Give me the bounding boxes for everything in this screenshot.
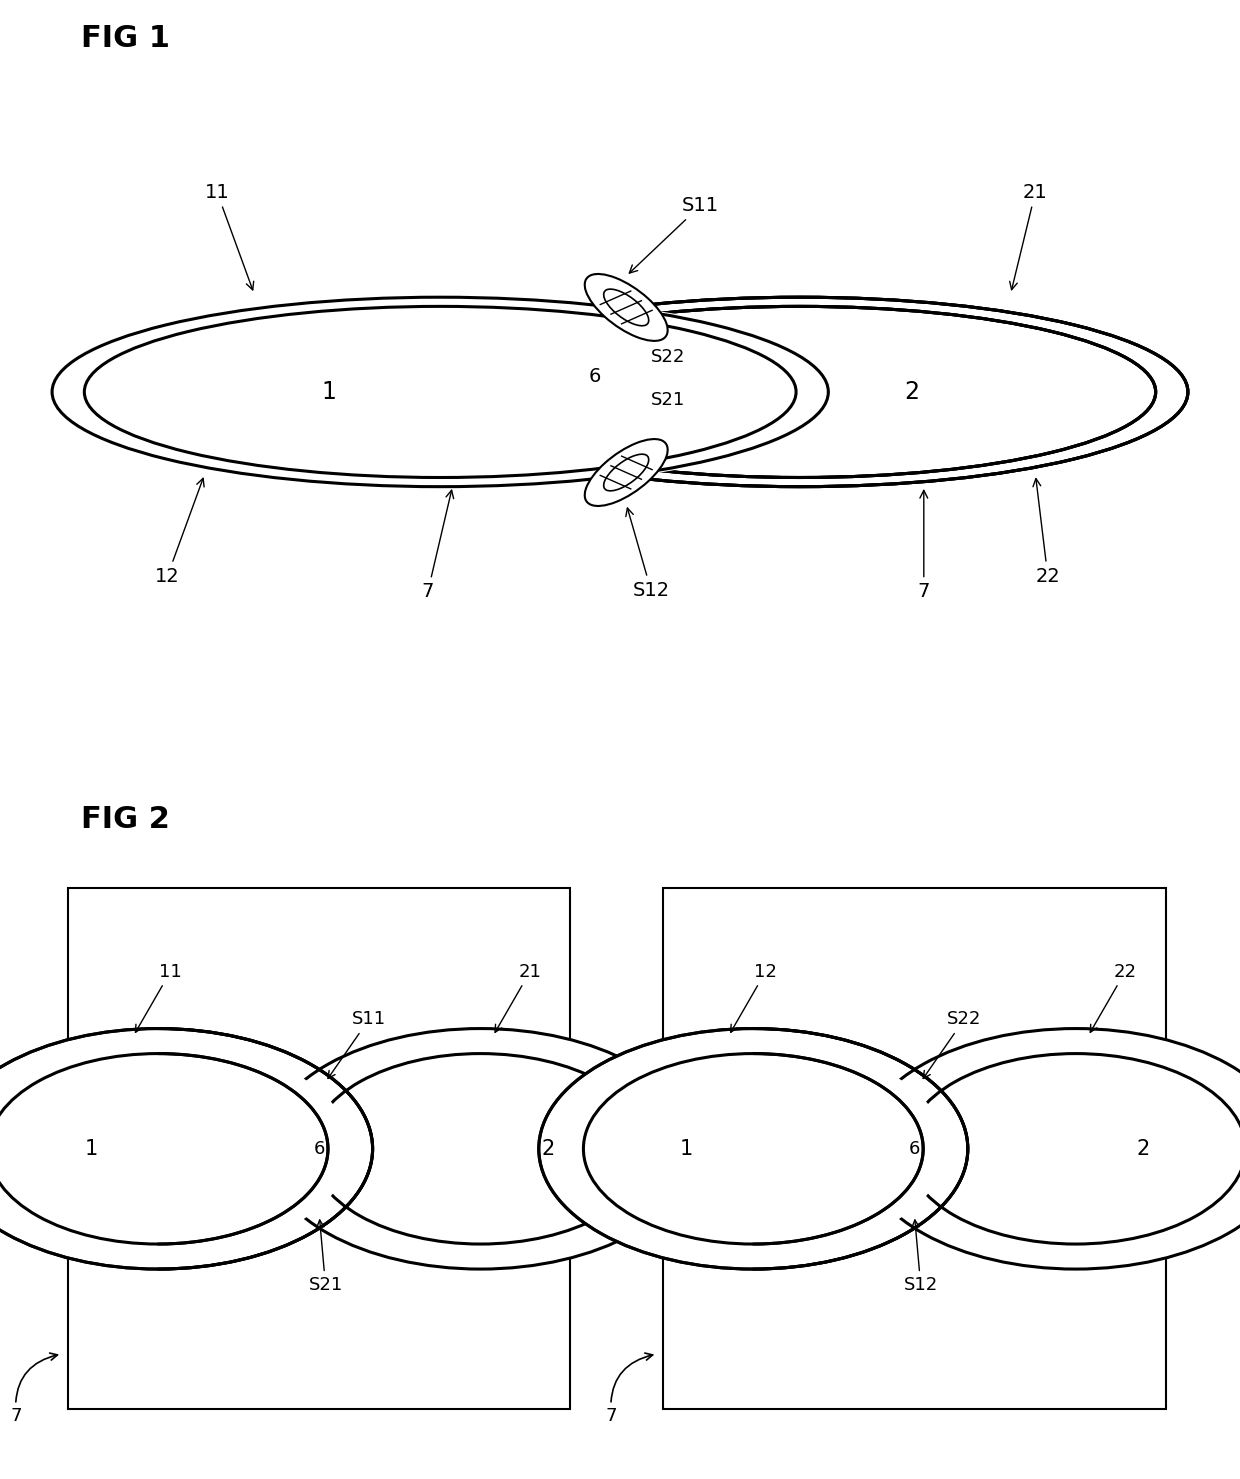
Text: 2: 2 [1136, 1139, 1149, 1160]
Text: FIG 2: FIG 2 [81, 805, 170, 834]
Text: 1: 1 [321, 380, 336, 404]
Text: 6: 6 [589, 367, 601, 386]
Ellipse shape [444, 306, 1156, 478]
Text: S12: S12 [904, 1220, 937, 1294]
Text: S11: S11 [327, 1010, 386, 1078]
Text: 1: 1 [84, 1139, 98, 1160]
Ellipse shape [52, 297, 828, 487]
Text: 7: 7 [605, 1353, 652, 1426]
Text: 22: 22 [1090, 963, 1137, 1032]
Circle shape [562, 1041, 945, 1257]
Circle shape [861, 1028, 1240, 1269]
Circle shape [0, 1028, 372, 1269]
Bar [663, 887, 1166, 1409]
Text: 7: 7 [10, 1353, 57, 1426]
Ellipse shape [50, 294, 831, 490]
Text: 11: 11 [205, 182, 254, 290]
Text: 12: 12 [155, 478, 205, 586]
Text: S12: S12 [626, 507, 670, 599]
Ellipse shape [412, 297, 1188, 487]
Bar [68, 887, 570, 1409]
Text: S22: S22 [923, 1010, 981, 1078]
Circle shape [267, 1028, 694, 1269]
Text: 21: 21 [1009, 182, 1048, 290]
Text: 2: 2 [541, 1139, 554, 1160]
Text: 6: 6 [909, 1140, 920, 1158]
Text: S22: S22 [651, 348, 686, 365]
Text: 1: 1 [680, 1139, 693, 1160]
Text: S11: S11 [630, 197, 719, 274]
Text: 12: 12 [730, 963, 777, 1032]
Text: 11: 11 [135, 963, 182, 1032]
Ellipse shape [84, 306, 796, 478]
Text: 7: 7 [918, 491, 930, 602]
Text: 7: 7 [422, 490, 454, 602]
Circle shape [539, 1028, 968, 1269]
Text: 2: 2 [904, 380, 919, 404]
Text: 22: 22 [1033, 479, 1060, 586]
Text: S21: S21 [651, 390, 686, 408]
Text: 21: 21 [495, 963, 542, 1032]
Circle shape [0, 1041, 350, 1257]
Text: 6: 6 [314, 1140, 325, 1158]
Ellipse shape [585, 439, 667, 506]
Ellipse shape [585, 274, 667, 340]
Text: S21: S21 [309, 1220, 342, 1294]
Text: FIG 1: FIG 1 [81, 24, 170, 53]
